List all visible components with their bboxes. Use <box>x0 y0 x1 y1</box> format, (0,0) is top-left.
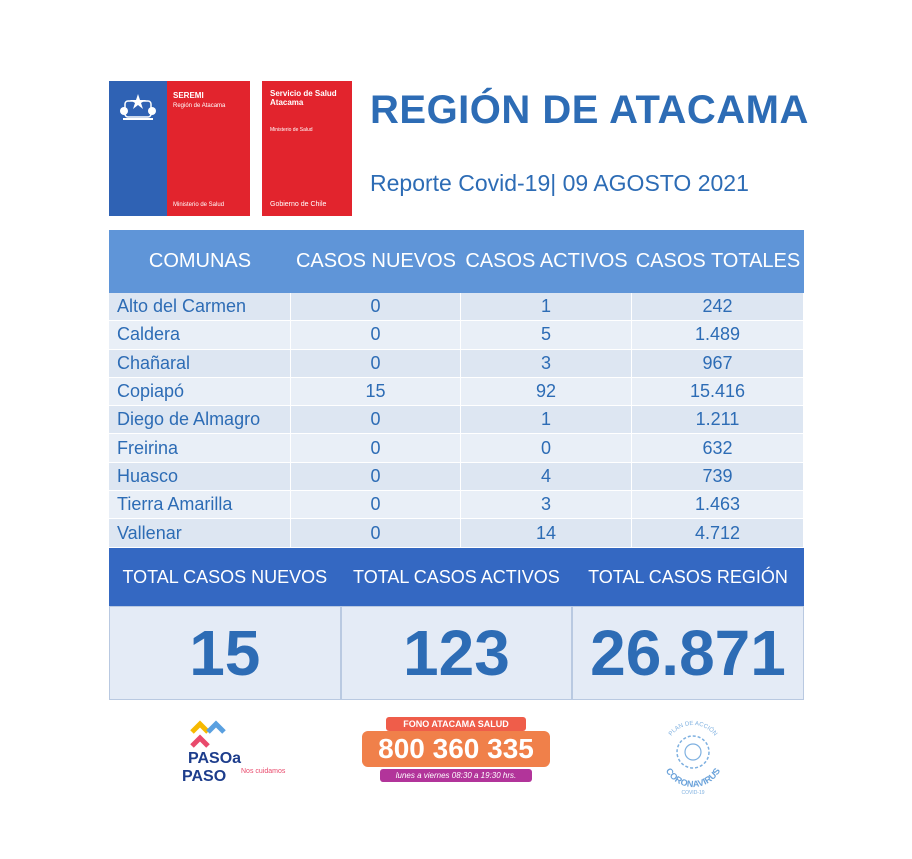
fono-hours: lunes a viernes 08:30 a 19:30 hrs. <box>380 769 532 782</box>
servicio-name: Servicio de Salud Atacama <box>270 89 337 107</box>
cell-totales: 632 <box>632 434 804 463</box>
paso-line2: PASO <box>182 768 227 785</box>
fono-number: 800 360 335 <box>362 731 550 767</box>
table-row: Chañaral 0 3 967 <box>109 349 804 378</box>
column-header-casos-totales: CASOS TOTALES <box>635 250 801 272</box>
coronavirus-plan-logo: PLAN DE ACCIÓN CORONAVIRUS COVID-19 <box>664 721 722 796</box>
cell-comuna: Alto del Carmen <box>109 293 291 322</box>
cell-nuevos: 0 <box>291 321 461 350</box>
total-activos-label: TOTAL CASOS ACTIVOS <box>353 567 560 587</box>
paso-tagline: Nos cuidamos <box>241 768 286 775</box>
cell-activos: 4 <box>461 462 632 492</box>
cell-activos: 92 <box>461 377 632 407</box>
total-region-label: TOTAL CASOS REGIÓN <box>588 567 788 587</box>
cell-totales: 967 <box>632 349 804 378</box>
corona-word-text: CORONAVIRUS <box>664 766 722 789</box>
total-nuevos-value: 15 <box>109 606 341 700</box>
svg-text:CORONAVIRUS: CORONAVIRUS <box>664 766 722 789</box>
corona-sub-text: COVID-19 <box>681 790 704 796</box>
corona-top-text: PLAN DE ACCIÓN <box>668 721 718 737</box>
fono-label: FONO ATACAMA SALUD <box>386 717 526 731</box>
cell-totales: 1.489 <box>632 321 804 350</box>
cell-totales: 1.211 <box>632 406 804 435</box>
cell-comuna: Chañaral <box>109 349 291 378</box>
cell-totales: 242 <box>632 293 804 322</box>
cell-nuevos: 0 <box>291 293 461 322</box>
cell-comuna: Freirina <box>109 434 291 463</box>
table-header: COMUNAS CASOS NUEVOS CASOS ACTIVOS CASOS… <box>109 230 804 293</box>
cell-nuevos: 0 <box>291 519 461 548</box>
page-title: REGIÓN DE ATACAMA <box>370 88 809 132</box>
column-header-casos-activos: CASOS ACTIVOS <box>465 250 628 272</box>
seremi-logo: SEREMI Región de Atacama Ministerio de S… <box>109 81 250 216</box>
total-nuevos-label: TOTAL CASOS NUEVOS <box>122 567 328 587</box>
totals-header: TOTAL CASOS NUEVOS TOTAL CASOS ACTIVOS T… <box>109 548 804 606</box>
cell-comuna: Copiapó <box>109 377 291 407</box>
total-activos-value: 123 <box>340 606 573 700</box>
table-row: Diego de Almagro 0 1 1.211 <box>109 406 804 435</box>
cell-comuna: Huasco <box>109 462 291 492</box>
table-row: Vallenar 0 14 4.712 <box>109 519 804 548</box>
cell-activos: 1 <box>461 293 632 322</box>
seremi-region: Región de Atacama <box>173 103 226 109</box>
cell-nuevos: 15 <box>291 377 461 407</box>
table-body: Alto del Carmen 0 1 242 Caldera 0 5 1.48… <box>109 293 804 548</box>
cell-comuna: Vallenar <box>109 519 291 548</box>
servicio-ministry: Ministerio de Salud <box>270 127 313 133</box>
column-header-comunas: COMUNAS <box>148 250 252 272</box>
table-row: Caldera 0 5 1.489 <box>109 321 804 350</box>
logo-red-panel: SEREMI Región de Atacama Ministerio de S… <box>167 81 250 216</box>
cell-totales: 15.416 <box>632 377 804 407</box>
cell-nuevos: 0 <box>291 491 461 520</box>
seremi-ministry: Ministerio de Salud <box>173 202 225 208</box>
cell-activos: 3 <box>461 491 632 520</box>
servicio-salud-logo: Servicio de Salud Atacama Ministerio de … <box>262 81 352 216</box>
seremi-label: SEREMI <box>173 91 204 100</box>
svg-text:PLAN DE ACCIÓN: PLAN DE ACCIÓN <box>668 721 718 737</box>
paso-a-paso-logo: PASOa PASO Nos cuidamos <box>168 718 298 793</box>
chile-seal-icon <box>120 94 156 120</box>
table-row: Freirina 0 0 632 <box>109 434 804 463</box>
cell-totales: 4.712 <box>632 519 804 548</box>
table-row: Tierra Amarilla 0 3 1.463 <box>109 491 804 520</box>
cell-nuevos: 0 <box>291 406 461 435</box>
column-header-casos-nuevos: CASOS NUEVOS <box>295 250 457 272</box>
paso-line1: PASOa <box>188 750 242 767</box>
fono-salud-banner: FONO ATACAMA SALUD 800 360 335 lunes a v… <box>358 717 554 789</box>
cell-comuna: Caldera <box>109 321 291 350</box>
cell-totales: 739 <box>632 462 804 492</box>
cell-comuna: Tierra Amarilla <box>109 491 291 520</box>
servicio-gov: Gobierno de Chile <box>270 201 327 208</box>
totals-values: 15 123 26.871 <box>109 606 804 700</box>
table-row: Huasco 0 4 739 <box>109 462 804 492</box>
cell-activos: 14 <box>461 519 632 548</box>
cell-activos: 0 <box>461 434 632 463</box>
cell-totales: 1.463 <box>632 491 804 520</box>
cell-nuevos: 0 <box>291 434 461 463</box>
cell-activos: 3 <box>461 349 632 378</box>
cell-comuna: Diego de Almagro <box>109 406 291 435</box>
page-subtitle: Reporte Covid-19| 09 AGOSTO 2021 <box>370 170 749 196</box>
table-row: Alto del Carmen 0 1 242 <box>109 293 804 322</box>
cell-nuevos: 0 <box>291 462 461 492</box>
paso-chevrons-icon <box>190 720 226 748</box>
logo-blue-panel <box>109 81 167 216</box>
total-region-value: 26.871 <box>572 606 804 700</box>
cell-activos: 1 <box>461 406 632 435</box>
table-row: Copiapó 15 92 15.416 <box>109 377 804 407</box>
cell-activos: 5 <box>461 321 632 350</box>
cell-nuevos: 0 <box>291 349 461 378</box>
